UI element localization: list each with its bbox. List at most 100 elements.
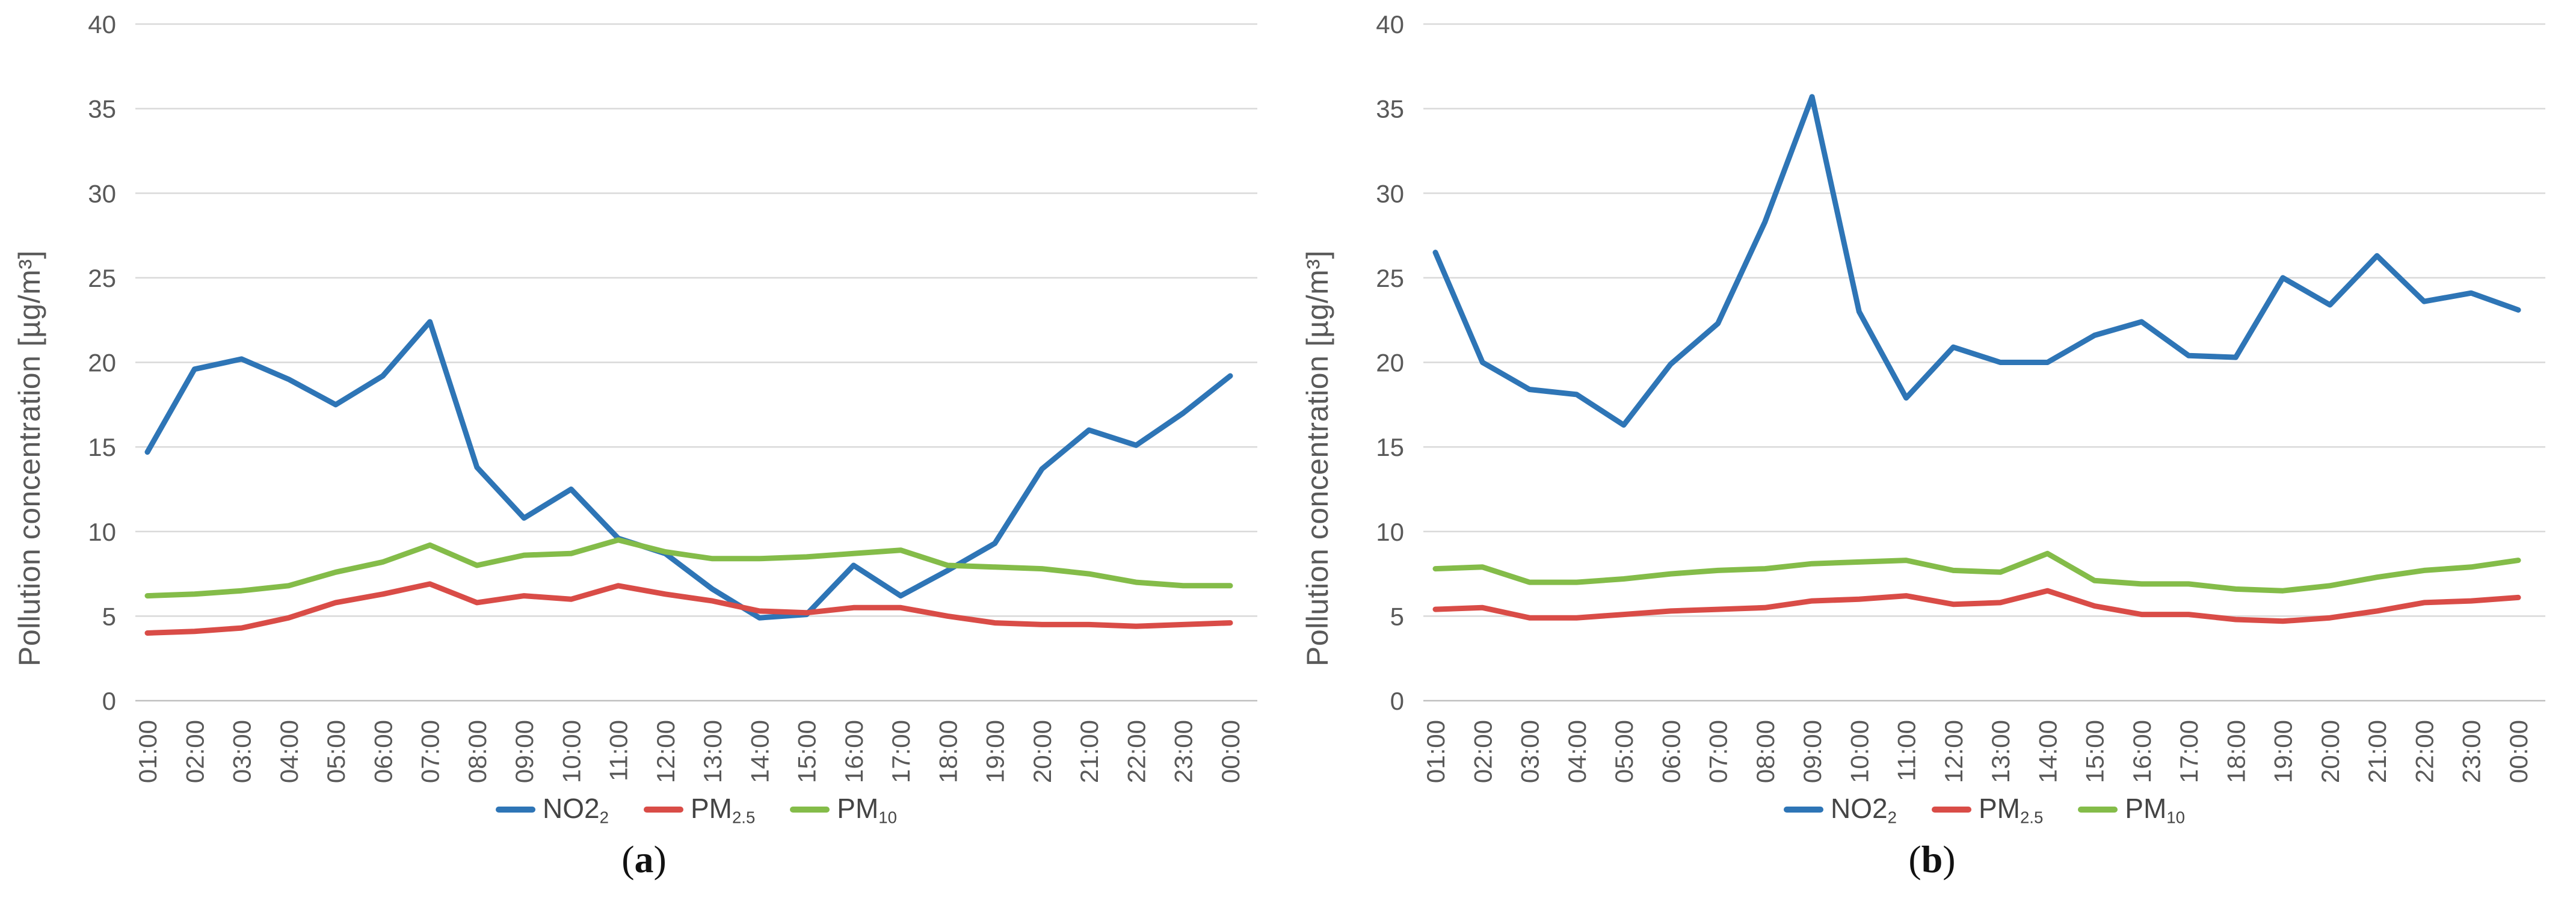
legend-item-pm25: PM2.5 [1931,792,2043,827]
legend-a: NO22 PM2.5 PM10 [135,786,1257,834]
x-tick-label-12:00: 12:00 [1940,720,1968,783]
y-axis-title-b: Pollution concentration [µg/m³] [1301,250,1334,666]
x-tick-label-20:00: 20:00 [2316,720,2344,783]
x-tick-label-03:00: 03:00 [1516,720,1544,783]
legend-label-base: PM [690,792,732,824]
y-tick-label: 5 [1390,602,1404,630]
x-tick-label-01:00: 01:00 [1422,720,1450,783]
x-tick-label-11:00: 11:00 [1893,720,1921,781]
line-chart-a: 0 5 10 15 20 25 30 35 40 01:00 02:00 03:00 04:00 05:0… [88,10,1257,783]
caption-b: (b) [1288,837,2576,882]
x-tick-label-21:00: 21:00 [2363,720,2391,783]
legend-label-base: NO2 [1830,792,1888,824]
x-tick-label-22:00: 22:00 [2410,720,2438,783]
x-tick-label-15:00: 15:00 [793,720,821,783]
y-tick-label: 5 [102,602,116,630]
legend-label-base: PM [2125,792,2167,824]
x-tick-label-01:00: 01:00 [134,720,162,783]
legend-swatch-pm10 [2078,806,2118,813]
legend-label-subscript: 2 [599,808,609,827]
x-tick-label-06:00: 06:00 [1657,720,1685,783]
caption-letter-b: b [1921,838,1943,881]
y-tick-label: 20 [1376,349,1404,377]
legend-item-no2: NO22 [1783,792,1897,827]
y-tick-label: 35 [1376,95,1404,123]
y-tick-label: 10 [1376,518,1404,546]
caption-paren: ) [1943,838,1956,881]
legend-label-subscript: 2.5 [2020,808,2044,827]
x-tick-label-13:00: 13:00 [698,720,727,783]
legend-label-subscript: 10 [878,808,897,827]
x-tick-label-00:00: 00:00 [2504,720,2533,783]
x-tick-label-19:00: 19:00 [981,720,1009,783]
x-tick-label-13:00: 13:00 [1986,720,2015,783]
x-tick-label-07:00: 07:00 [416,720,445,783]
caption-paren: ( [621,838,635,881]
x-tick-label-02:00: 02:00 [1468,720,1497,783]
x-tick-label-11:00: 11:00 [605,720,633,781]
y-tick-label: 15 [1376,433,1404,461]
x-tick-label-02:00: 02:00 [180,720,209,783]
x-tick-label-22:00: 22:00 [1122,720,1150,783]
y-tick-label: 30 [1376,179,1404,208]
legend-item-no2: NO22 [495,792,609,827]
legend-swatch-no2 [1783,806,1823,813]
series-line-pm10 [1432,550,2521,594]
x-tick-label-03:00: 03:00 [228,720,256,783]
legend-item-pm10: PM10 [790,792,897,827]
legend-label-pm10: PM10 [2125,792,2185,827]
x-tick-label-19:00: 19:00 [2269,720,2297,783]
legend-label-base: NO2 [542,792,600,824]
x-tick-label-07:00: 07:00 [1704,720,1733,783]
x-tick-label-10:00: 10:00 [557,720,585,783]
x-tick-label-18:00: 18:00 [934,720,962,783]
series-line-pm25 [144,581,1233,636]
x-tick-label-17:00: 17:00 [2175,720,2203,783]
series-line-no2 [1432,94,2521,428]
x-tick-label-21:00: 21:00 [1075,720,1103,783]
y-tick-label: 40 [1376,10,1404,38]
x-tick-label-20:00: 20:00 [1028,720,1056,783]
chart-panel-a: 0 5 10 15 20 25 30 35 40 01:00 02:00 03:00 04:00 05:0… [0,10,1288,882]
legend-label-base: PM [837,792,879,824]
y-tick-label: 25 [88,264,116,292]
x-tick-label-14:00: 14:00 [745,720,774,783]
legend-label-pm25: PM2.5 [1979,792,2043,827]
x-tick-label-08:00: 08:00 [1751,720,1779,783]
x-tick-label-04:00: 04:00 [275,720,303,783]
legend-label-no2: NO22 [543,792,609,827]
legend-label-subscript: 10 [2166,808,2185,827]
y-tick-label: 35 [88,95,116,123]
x-tick-label-15:00: 15:00 [2081,720,2109,783]
caption-letter-a: a [634,838,654,881]
caption-a: (a) [0,837,1288,882]
x-tick-label-14:00: 14:00 [2033,720,2062,783]
x-tick-label-05:00: 05:00 [322,720,350,783]
x-tick-label-08:00: 08:00 [463,720,491,783]
y-axis-title-a: Pollution concentration [µg/m³] [13,250,46,666]
y-tick-label: 25 [1376,264,1404,292]
caption-paren: ) [653,838,667,881]
legend-swatch-pm25 [643,806,683,813]
y-tick-label: 0 [1390,687,1404,715]
x-tick-label-23:00: 23:00 [1169,720,1198,783]
x-tick-label-06:00: 06:00 [369,720,397,783]
legend-label-pm25: PM2.5 [691,792,755,827]
series-line-no2 [144,319,1233,621]
series-line-pm10 [144,537,1233,599]
x-tick-label-18:00: 18:00 [2222,720,2250,783]
legend-b: NO22 PM2.5 PM10 [1423,786,2545,834]
x-tick-label-09:00: 09:00 [1798,720,1826,783]
legend-item-pm10: PM10 [2078,792,2185,827]
chart-panel-b: 0 5 10 15 20 25 30 35 40 01:00 02:00 03:00 04:00 05:0… [1288,0,2576,907]
x-tick-label-09:00: 09:00 [510,720,538,783]
x-tick-label-17:00: 17:00 [887,720,915,783]
x-tick-label-10:00: 10:00 [1845,720,1873,783]
y-tick-label: 40 [88,10,116,38]
x-tick-label-23:00: 23:00 [2457,720,2486,783]
y-tick-label: 20 [88,349,116,377]
legend-swatch-no2 [495,806,535,813]
legend-label-base: PM [1978,792,2020,824]
legend-label-no2: NO22 [1831,792,1897,827]
